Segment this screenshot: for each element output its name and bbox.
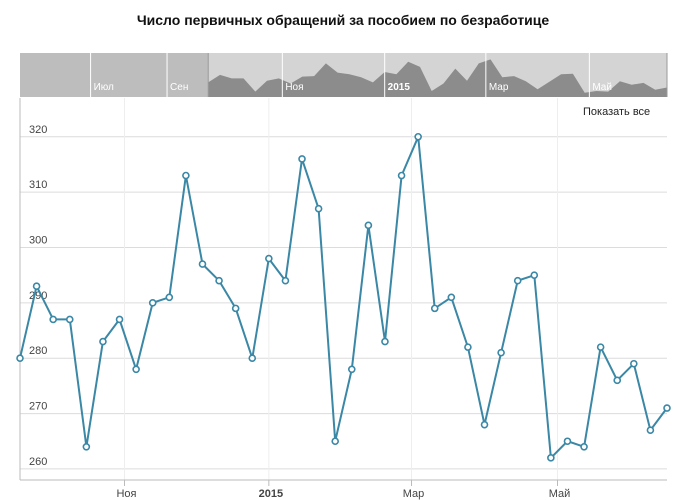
navigator-label: Июл	[94, 82, 114, 93]
data-point[interactable]	[364, 221, 373, 230]
x-axis-labels: Ноя 2015 Мар Май	[116, 488, 570, 500]
data-point[interactable]	[231, 304, 240, 313]
data-point[interactable]	[414, 132, 422, 141]
data-point[interactable]	[331, 437, 340, 446]
data-point[interactable]	[430, 304, 439, 313]
y-tick-label: 310	[29, 179, 47, 191]
show-all-button[interactable]: Показать все	[583, 106, 651, 118]
axes	[19, 98, 667, 486]
navigator-label: 2015	[388, 82, 411, 93]
data-point[interactable]	[563, 437, 572, 446]
y-tick-label: 270	[29, 401, 47, 413]
data-point[interactable]	[16, 354, 24, 363]
x-grid-lines	[124, 98, 559, 480]
data-point[interactable]	[530, 271, 539, 279]
y-tick-label: 300	[29, 234, 47, 246]
x-tick-label: Мар	[403, 488, 425, 500]
data-point[interactable]	[182, 171, 190, 180]
data-point[interactable]	[397, 171, 406, 180]
data-point[interactable]	[464, 343, 472, 351]
chart-title: Число первичных обращений за пособием по…	[136, 12, 550, 28]
grid-lines	[20, 136, 667, 470]
data-point[interactable]	[115, 315, 124, 324]
data-point[interactable]	[447, 293, 456, 302]
navigator-label: Сен	[170, 82, 188, 93]
data-point[interactable]	[497, 348, 505, 357]
data-point[interactable]	[248, 354, 257, 363]
data-point[interactable]	[663, 404, 671, 412]
x-tick-label: 2015	[259, 488, 283, 500]
navigator-label: Ноя	[285, 82, 303, 93]
x-tick-label: Ноя	[116, 488, 136, 500]
data-point[interactable]	[281, 276, 290, 285]
data-point[interactable]	[298, 155, 306, 163]
data-point[interactable]	[613, 376, 622, 385]
data-point[interactable]	[347, 365, 356, 374]
data-point[interactable]	[547, 454, 555, 462]
y-tick-label: 260	[29, 456, 47, 468]
data-point[interactable]	[65, 315, 74, 324]
y-tick-label: 320	[29, 124, 47, 136]
navigator-label: Мар	[489, 82, 509, 93]
data-point[interactable]	[215, 276, 223, 285]
data-point[interactable]	[265, 254, 273, 263]
data-point[interactable]	[165, 293, 174, 302]
data-point[interactable]	[314, 204, 323, 213]
data-point[interactable]	[630, 359, 638, 368]
data-point[interactable]	[49, 315, 57, 324]
navigator-area	[208, 59, 667, 97]
series-line	[19, 136, 668, 461]
data-point[interactable]	[596, 343, 605, 351]
data-point[interactable]	[513, 276, 522, 285]
x-tick-label: Май	[549, 488, 571, 500]
data-point[interactable]	[198, 260, 207, 268]
data-point[interactable]	[480, 420, 489, 429]
data-point[interactable]	[32, 282, 41, 291]
data-point[interactable]	[99, 337, 107, 346]
data-point[interactable]	[148, 299, 157, 307]
data-point[interactable]	[82, 442, 91, 451]
navigator-label: Май	[592, 82, 612, 93]
navigator[interactable]: Июл Сен Ноя 2015 Мар Май	[20, 53, 668, 97]
data-point[interactable]	[381, 337, 389, 346]
data-point[interactable]	[132, 365, 140, 374]
data-point[interactable]	[646, 426, 655, 434]
y-tick-label: 280	[29, 345, 47, 357]
data-point[interactable]	[580, 442, 588, 451]
series-group	[16, 132, 671, 462]
navigator-outside-range	[20, 53, 209, 97]
